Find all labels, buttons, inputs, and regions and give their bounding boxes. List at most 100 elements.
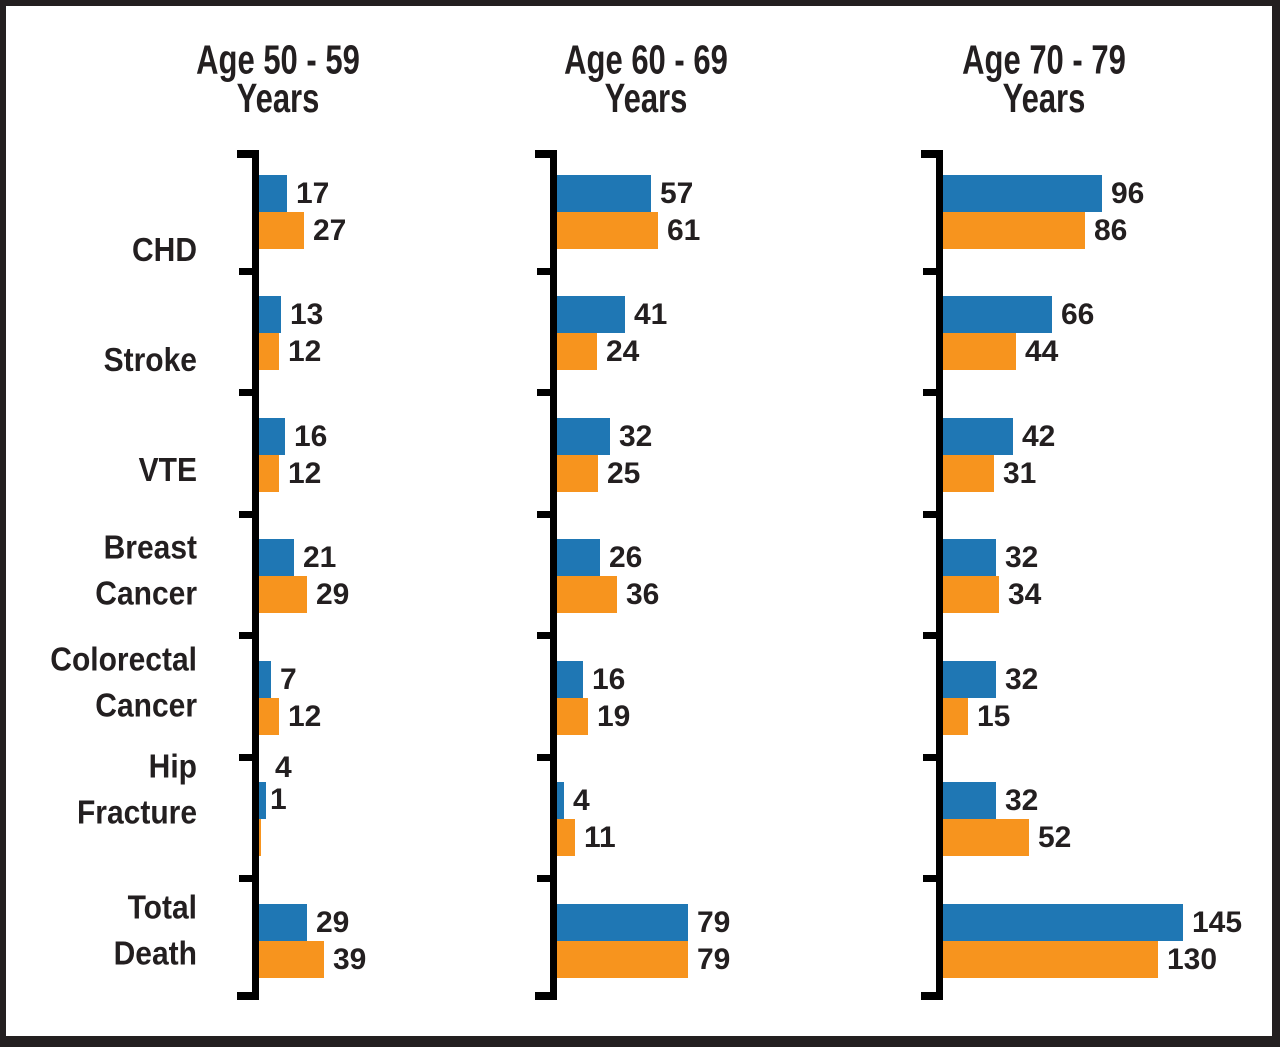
- axis-top-cap: [237, 150, 259, 158]
- bar-blue: [259, 539, 294, 576]
- value-label: 145: [1192, 906, 1243, 939]
- bar-blue: [943, 175, 1102, 212]
- bar-blue: [259, 175, 287, 212]
- category-label-total-death: Total Death: [0, 885, 197, 977]
- category-label-colorectal-cancer: Colorectal Cancer: [0, 637, 197, 729]
- bar-orange: [943, 455, 994, 492]
- bar-blue: [259, 296, 281, 333]
- bar-blue: [943, 296, 1052, 333]
- value-label: 16: [592, 663, 626, 696]
- panel-title-line: Years: [1002, 74, 1086, 122]
- bar-orange: [259, 698, 279, 735]
- value-label: 24: [606, 335, 640, 368]
- category-label-hip-fracture: Hip Fracture: [0, 744, 197, 836]
- axis-tick: [239, 389, 252, 396]
- axis-tick: [923, 268, 936, 275]
- value-label: 7: [280, 663, 297, 696]
- value-label: 11: [584, 821, 616, 854]
- panel-title: Age 70 - 79 Years: [834, 39, 1254, 122]
- axis-bottom-cap: [237, 992, 259, 1000]
- axis-tick: [537, 632, 550, 639]
- bar-blue: [557, 296, 625, 333]
- bar-blue: [557, 418, 610, 455]
- panel-title-line: Age 50 - 59: [196, 36, 360, 83]
- bar-blue: [259, 782, 266, 819]
- bar-blue: [557, 782, 564, 819]
- value-label: 44: [1025, 335, 1059, 368]
- value-label: 15: [977, 700, 1011, 733]
- bar-orange: [557, 576, 617, 613]
- axis-tick: [923, 632, 936, 639]
- value-label: 1: [270, 783, 287, 816]
- value-label: 32: [1005, 784, 1039, 817]
- bar-orange: [557, 941, 688, 978]
- value-label: 39: [333, 943, 367, 976]
- axis-tick: [537, 268, 550, 275]
- value-label: 32: [1005, 663, 1039, 696]
- value-label: 36: [626, 578, 660, 611]
- axis-tick: [923, 754, 936, 761]
- axis-tick: [537, 389, 550, 396]
- value-label: 86: [1094, 214, 1128, 247]
- value-label: 16: [294, 420, 328, 453]
- value-label: 52: [1038, 821, 1072, 854]
- category-label-line: Cancer: [95, 687, 197, 725]
- bar-blue: [943, 661, 996, 698]
- value-label: 41: [634, 298, 668, 331]
- value-label: 12: [288, 335, 322, 368]
- bar-orange: [259, 941, 324, 978]
- value-label: 26: [609, 541, 643, 574]
- category-label-line: Colorectal: [50, 641, 197, 679]
- bar-blue: [557, 175, 651, 212]
- axis-tick: [239, 632, 252, 639]
- bar-blue: [943, 782, 996, 819]
- bar-blue: [943, 539, 996, 576]
- category-label-line: VTE: [138, 452, 197, 489]
- bar-orange: [943, 698, 968, 735]
- y-axis-line: [936, 150, 943, 1000]
- bar-orange: [943, 212, 1085, 249]
- bar-orange: [259, 819, 261, 856]
- value-label: 79: [697, 943, 731, 976]
- value-label: 17: [296, 177, 330, 210]
- value-label: 79: [697, 906, 731, 939]
- value-label: 57: [660, 177, 694, 210]
- axis-bottom-cap: [535, 992, 557, 1000]
- value-label: 29: [316, 906, 350, 939]
- axis-top-cap: [535, 150, 557, 158]
- value-label: 12: [288, 457, 322, 490]
- bar-orange: [943, 333, 1016, 370]
- bar-blue: [259, 418, 285, 455]
- y-axis-line: [550, 150, 557, 1000]
- value-label: 96: [1111, 177, 1145, 210]
- bar-blue: [259, 904, 307, 941]
- value-label: 66: [1061, 298, 1095, 331]
- value-label: 21: [303, 541, 337, 574]
- bar-orange: [943, 819, 1029, 856]
- bar-orange: [557, 333, 597, 370]
- axis-tick: [239, 875, 252, 882]
- value-label: 4: [275, 751, 292, 784]
- axis-tick: [923, 389, 936, 396]
- bar-orange: [259, 333, 279, 370]
- axis-tick: [239, 268, 252, 275]
- bar-orange: [943, 576, 999, 613]
- bar-blue: [943, 418, 1013, 455]
- axis-tick: [537, 511, 550, 518]
- bar-blue: [943, 904, 1183, 941]
- axis-top-cap: [921, 150, 943, 158]
- panel-title-line: Age 60 - 69: [564, 36, 728, 83]
- category-label-line: Fracture: [76, 794, 197, 832]
- bar-orange: [259, 212, 304, 249]
- y-axis-line: [252, 150, 259, 1000]
- value-label: 130: [1167, 943, 1218, 976]
- value-label: 29: [316, 578, 350, 611]
- value-label: 25: [607, 457, 641, 490]
- bar-blue: [557, 661, 583, 698]
- axis-tick: [537, 754, 550, 761]
- value-label: 12: [288, 700, 322, 733]
- axis-tick: [537, 875, 550, 882]
- value-label: 31: [1003, 457, 1037, 490]
- category-label-chd: CHD: [0, 228, 197, 274]
- axis-tick: [923, 511, 936, 518]
